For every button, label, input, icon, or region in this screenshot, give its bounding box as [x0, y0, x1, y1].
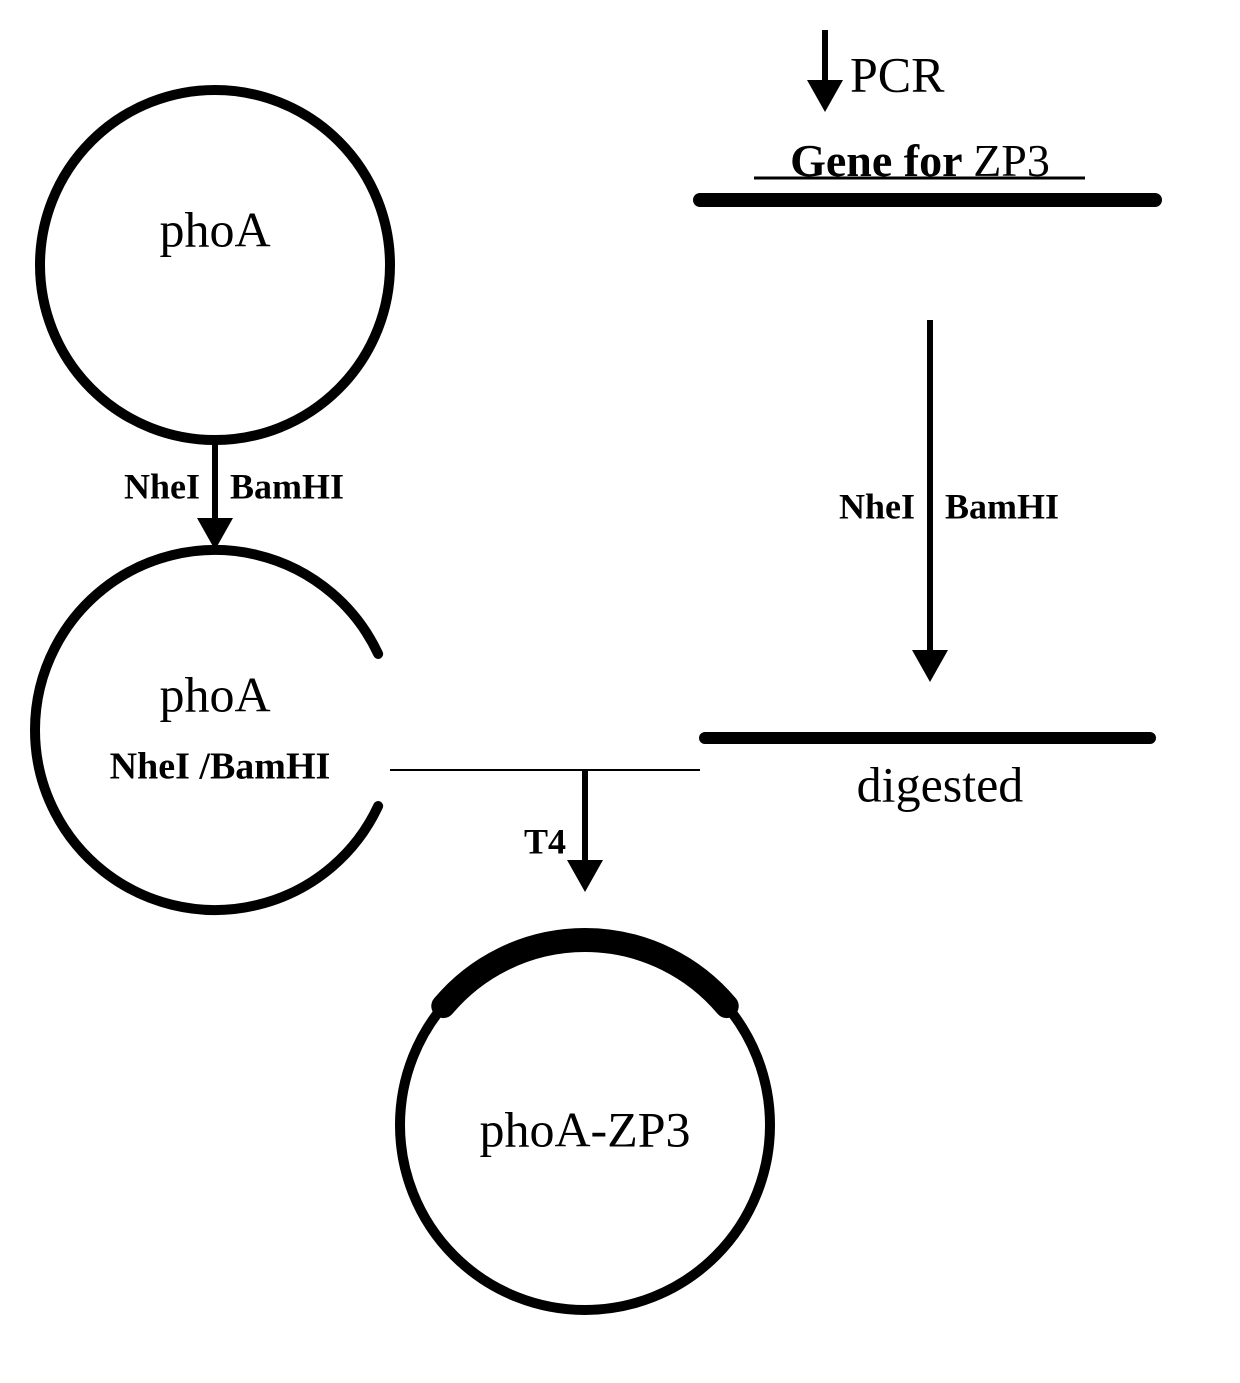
- phoA-digest-arrow: [197, 440, 233, 550]
- phoA-digest-bamhi-label: BamHI: [230, 466, 344, 506]
- ligation-arrow: [567, 770, 603, 892]
- phoA-open-label: phoA: [159, 666, 270, 722]
- phoA-zp3-insert-arc: [443, 940, 726, 1006]
- phoA-digest-nhei-label: NheI: [124, 466, 200, 506]
- gene-for-zp3-label: Gene for ZP3: [790, 135, 1050, 186]
- pcr-arrow: [807, 30, 843, 112]
- digested-label: digested: [857, 756, 1024, 812]
- gene-digest-bamhi-label: BamHI: [945, 486, 1059, 526]
- phoA-zp3-label: phoA-ZP3: [479, 1101, 690, 1157]
- pcr-label: PCR: [850, 46, 945, 102]
- gene-digest-arrow: [912, 320, 948, 682]
- phoA-open-plasmid: [35, 550, 378, 910]
- t4-label: T4: [524, 821, 566, 861]
- phoA-open-enzymes-label: NheI /BamHI: [110, 746, 331, 788]
- phoA-top-plasmid: [40, 90, 390, 440]
- phoA-top-label: phoA: [159, 201, 270, 257]
- gene-digest-nhei-label: NheI: [839, 486, 915, 526]
